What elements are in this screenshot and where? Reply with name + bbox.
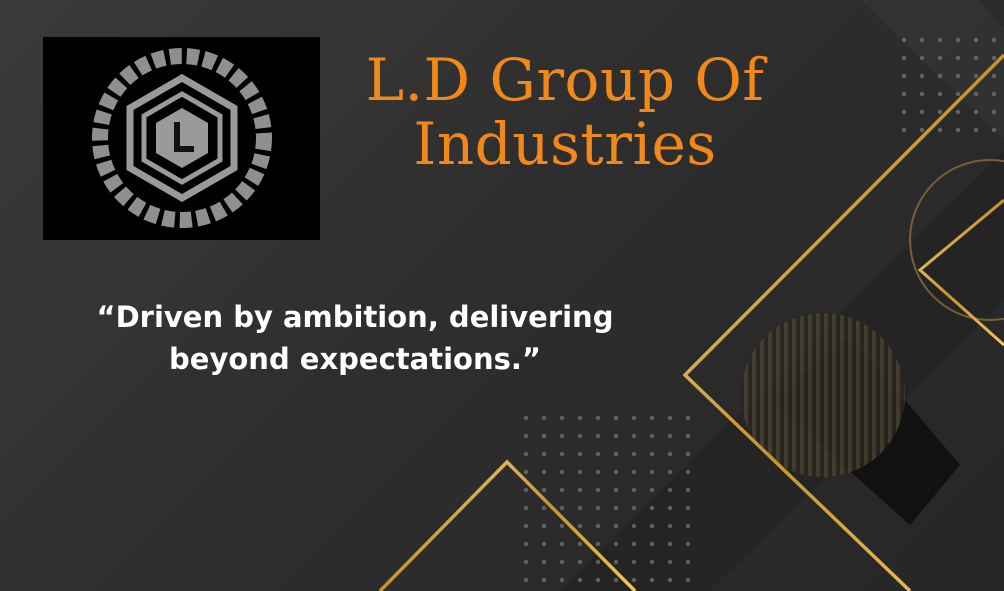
striped-circle [741,313,905,477]
hexagon-l-logo-icon [43,37,320,240]
tagline-quote: “Driven by ambition, delivering beyond e… [96,300,614,376]
ring-circle [909,159,1004,321]
company-logo [43,37,320,240]
title-line-2: Industries [413,110,717,178]
dot-grid [895,30,1004,140]
gold-diamond [378,459,637,591]
company-title: L.D Group Of Industries [330,48,800,176]
gold-diamond [682,53,1004,591]
gold-diamond [917,198,1004,347]
shade-band [0,0,520,520]
title-line-1: L.D Group Of [365,46,765,114]
